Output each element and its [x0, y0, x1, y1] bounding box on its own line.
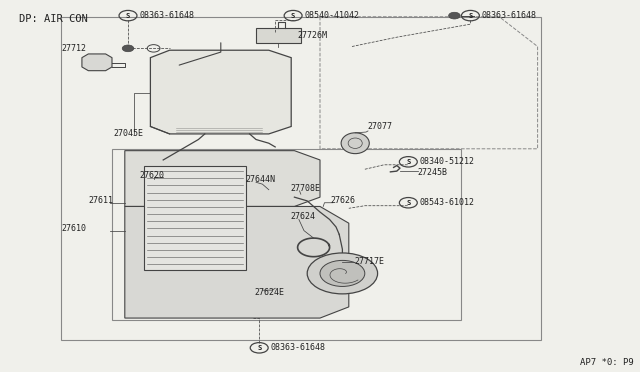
Polygon shape	[82, 54, 112, 71]
Text: S: S	[291, 13, 295, 19]
Circle shape	[307, 253, 378, 294]
Text: 08363-61648: 08363-61648	[481, 11, 536, 20]
Text: 27245B: 27245B	[417, 169, 447, 177]
Circle shape	[449, 12, 460, 19]
Text: AP7 *0: P9: AP7 *0: P9	[580, 357, 634, 366]
Text: 27624E: 27624E	[254, 288, 284, 296]
Text: 08543-61012: 08543-61012	[419, 198, 474, 207]
Text: 27644N: 27644N	[246, 175, 276, 184]
Text: 27717E: 27717E	[355, 257, 385, 266]
Polygon shape	[125, 206, 349, 318]
Text: S: S	[406, 200, 410, 206]
Text: 27620: 27620	[140, 171, 164, 180]
Text: 08340-51212: 08340-51212	[419, 157, 474, 166]
Text: 08540-41042: 08540-41042	[305, 11, 360, 20]
Text: 27045E: 27045E	[113, 129, 143, 138]
Text: 27708E: 27708E	[291, 184, 321, 193]
Text: 08363-61648: 08363-61648	[140, 11, 195, 20]
Text: S: S	[257, 345, 261, 351]
Circle shape	[320, 260, 365, 286]
Polygon shape	[150, 50, 291, 134]
Text: 08363-61648: 08363-61648	[270, 343, 325, 352]
Text: S: S	[406, 159, 410, 165]
Ellipse shape	[341, 133, 369, 154]
Polygon shape	[125, 151, 320, 206]
Text: 27712: 27712	[61, 44, 86, 53]
Text: 27626: 27626	[330, 196, 355, 205]
Text: S: S	[468, 13, 472, 19]
Bar	[112, 149, 461, 320]
Polygon shape	[256, 28, 301, 43]
Text: 27624: 27624	[291, 212, 316, 221]
Bar	[144, 166, 246, 270]
Circle shape	[122, 45, 134, 52]
Text: S: S	[126, 13, 130, 19]
Text: 27610: 27610	[61, 224, 86, 233]
Text: 27077: 27077	[367, 122, 392, 131]
Text: 27726M: 27726M	[298, 31, 328, 40]
Text: 27611: 27611	[88, 196, 113, 205]
Bar	[61, 17, 541, 340]
Text: DP: AIR CON: DP: AIR CON	[19, 14, 88, 24]
